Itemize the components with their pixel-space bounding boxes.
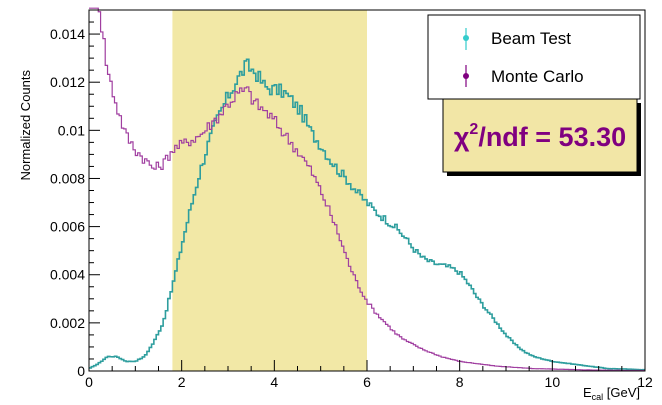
shaded-region-layer xyxy=(172,10,367,371)
chi2-symbol: χ xyxy=(454,122,470,152)
chi2-box xyxy=(442,98,638,173)
x-axis-title-sub: cal xyxy=(592,392,604,402)
x-tick-label: 10 xyxy=(545,374,561,390)
legend-dot-beam-test xyxy=(463,35,469,41)
shaded-region xyxy=(172,10,367,371)
x-tick-label: 12 xyxy=(637,374,653,390)
y-tick-label: 0.006 xyxy=(50,219,85,235)
legend-label-monte-carlo: Monte Carlo xyxy=(491,67,584,86)
y-tick-label: 0.004 xyxy=(50,267,85,283)
legend-dot-monte-carlo xyxy=(463,73,469,79)
axis-layer: 0 2 4 6 8 10 12 0 0.002 0.004 0.006 0.008 0.01 0.012 0… xyxy=(50,9,653,390)
x-tick-label: 2 xyxy=(178,374,186,390)
y-tick-label: 0 xyxy=(77,363,85,379)
y-tick-label: 0.01 xyxy=(58,122,85,138)
x-tick-label: 8 xyxy=(456,374,464,390)
chi2-superscript: 2 xyxy=(469,121,478,138)
x-tick-label: 0 xyxy=(85,374,93,390)
legend-box xyxy=(427,14,641,100)
y-tick-label: 0.014 xyxy=(50,26,85,42)
chi2-annotation: χ2/ndf = 53.30 xyxy=(442,98,641,176)
y-tick-label: 0.008 xyxy=(50,170,85,186)
y-tick-label: 0.002 xyxy=(50,315,85,331)
chi2-label: χ2/ndf = 53.30 xyxy=(454,121,626,152)
y-tick-label: 0.012 xyxy=(50,74,85,90)
chi2-value: /ndf = 53.30 xyxy=(478,122,626,152)
x-axis-title-unit: [GeV] xyxy=(603,385,640,400)
x-tick-label: 6 xyxy=(363,374,371,390)
legend: Beam Test Monte Carlo xyxy=(427,14,641,100)
y-axis-title: Normalized Counts xyxy=(18,70,33,181)
x-axis-title-main: E xyxy=(583,385,592,400)
x-axis-title: Ecal [GeV] xyxy=(583,385,640,402)
x-tick-label: 4 xyxy=(270,374,278,390)
legend-label-beam-test: Beam Test xyxy=(491,29,571,48)
